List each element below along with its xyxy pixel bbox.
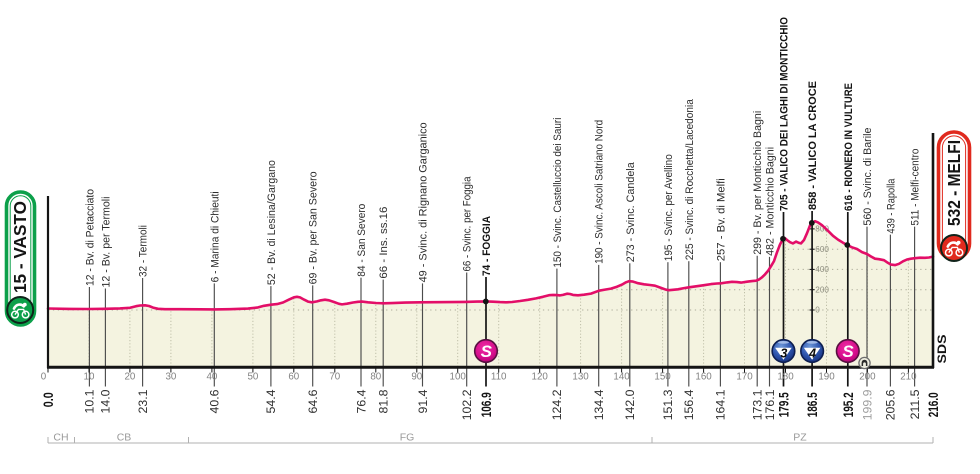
- svg-text:616 - RIONERO IN VULTURE: 616 - RIONERO IN VULTURE: [843, 83, 855, 211]
- svg-text:257 - Bv. di Melfi: 257 - Bv. di Melfi: [715, 178, 727, 261]
- svg-text:600: 600: [815, 245, 829, 254]
- svg-text:40: 40: [206, 372, 217, 383]
- svg-text:124.2: 124.2: [550, 389, 564, 420]
- svg-text:40.6: 40.6: [208, 389, 222, 413]
- svg-text:273 - Svinc. Candela: 273 - Svinc. Candela: [625, 162, 637, 263]
- svg-text:12 - Bv. di Petacciato: 12 - Bv. di Petacciato: [84, 189, 96, 286]
- svg-text:511 - Melfi-centro: 511 - Melfi-centro: [910, 149, 922, 226]
- svg-text:199.9: 199.9: [860, 389, 874, 420]
- svg-text:705 - VALICO DEI LAGHI DI MONT: 705 - VALICO DEI LAGHI DI MONTICCHIO: [779, 17, 791, 211]
- svg-text:76.4: 76.4: [354, 389, 368, 413]
- svg-text:FG: FG: [400, 432, 415, 444]
- svg-text:69 - Bv. per San Severo: 69 - Bv. per San Severo: [308, 171, 320, 284]
- svg-text:299 - Bv. per Monticchio Bagni: 299 - Bv. per Monticchio Bagni: [752, 111, 764, 255]
- svg-text:205.6: 205.6: [884, 389, 898, 420]
- svg-text:32 - Termoli: 32 - Termoli: [138, 225, 150, 277]
- svg-text:90: 90: [411, 372, 422, 383]
- svg-text:84 - San Severo: 84 - San Severo: [356, 204, 368, 277]
- svg-text:49 - Svinc. di Rignano Gargani: 49 - Svinc. di Rignano Garganico: [418, 122, 430, 282]
- svg-text:225 - Svinc. di Rocchetta/Lace: 225 - Svinc. di Rocchetta/Lacedonia: [684, 99, 696, 261]
- svg-text:0.0: 0.0: [41, 392, 56, 407]
- svg-text:439 - Rapolla: 439 - Rapolla: [885, 178, 897, 234]
- svg-text:400: 400: [815, 265, 829, 274]
- svg-text:164.1: 164.1: [714, 389, 728, 420]
- svg-text:190: 190: [818, 372, 835, 383]
- svg-text:106.9: 106.9: [479, 392, 494, 417]
- svg-text:179.5: 179.5: [777, 392, 792, 417]
- svg-text:15 - VASTO: 15 - VASTO: [10, 201, 30, 293]
- svg-text:210: 210: [900, 372, 917, 383]
- svg-text:52 - Bv. di Lesina/Gargano: 52 - Bv. di Lesina/Gargano: [266, 160, 278, 285]
- svg-text:4: 4: [808, 347, 816, 361]
- svg-text:200: 200: [859, 372, 876, 383]
- svg-text:12 - Bv. per Termoli: 12 - Bv. per Termoli: [100, 197, 112, 288]
- svg-text:91.4: 91.4: [416, 389, 430, 413]
- svg-text:50: 50: [247, 372, 258, 383]
- svg-text:60: 60: [288, 372, 299, 383]
- svg-text:10.1: 10.1: [83, 389, 97, 413]
- svg-text:0: 0: [41, 372, 47, 383]
- svg-text:14.0: 14.0: [99, 389, 113, 413]
- svg-text:150: 150: [654, 372, 671, 383]
- svg-text:532 - MELFI: 532 - MELFI: [944, 140, 964, 226]
- svg-text:156.4: 156.4: [682, 389, 696, 420]
- svg-text:66 - Svinc. per Foggia: 66 - Svinc. per Foggia: [462, 176, 474, 272]
- svg-text:110: 110: [491, 372, 507, 383]
- svg-text:0: 0: [815, 306, 820, 315]
- svg-text:560 - Svinc. di Barile: 560 - Svinc. di Barile: [862, 128, 874, 226]
- svg-text:S: S: [842, 342, 854, 361]
- svg-text:30: 30: [165, 372, 176, 383]
- svg-text:180: 180: [777, 372, 794, 383]
- svg-text:160: 160: [695, 372, 712, 383]
- svg-text:66 - Ins. ss.16: 66 - Ins. ss.16: [378, 207, 390, 279]
- svg-text:130: 130: [572, 372, 589, 383]
- svg-text:173.1: 173.1: [751, 389, 765, 420]
- svg-text:64.6: 64.6: [306, 389, 320, 413]
- svg-text:54.4: 54.4: [264, 389, 278, 413]
- svg-text:170: 170: [736, 372, 753, 383]
- svg-text:SDS: SDS: [937, 334, 949, 363]
- svg-text:23.1: 23.1: [136, 389, 150, 413]
- svg-text:120: 120: [532, 372, 549, 383]
- svg-text:211.5: 211.5: [908, 389, 922, 419]
- svg-text:195 - Svinc. per Avellino: 195 - Svinc. per Avellino: [663, 154, 675, 261]
- svg-text:102.2: 102.2: [460, 389, 474, 420]
- svg-text:142.0: 142.0: [623, 389, 637, 420]
- svg-text:CH: CH: [53, 432, 68, 444]
- svg-text:S: S: [481, 342, 493, 361]
- svg-text:190 - Svinc. Ascoli Satriano N: 190 - Svinc. Ascoli Satriano Nord: [594, 120, 606, 264]
- svg-text:195.2: 195.2: [841, 392, 856, 417]
- svg-text:70: 70: [329, 372, 340, 383]
- svg-text:176.1: 176.1: [763, 389, 777, 420]
- svg-text:800: 800: [815, 225, 829, 234]
- svg-text:6 - Marina di Chieuti: 6 - Marina di Chieuti: [209, 191, 221, 282]
- svg-text:20: 20: [124, 372, 135, 383]
- svg-text:CB: CB: [117, 432, 132, 444]
- svg-text:186.5: 186.5: [805, 392, 820, 417]
- svg-text:140: 140: [613, 372, 630, 383]
- svg-text:74 - FOGGIA: 74 - FOGGIA: [481, 216, 493, 276]
- svg-text:134.4: 134.4: [592, 389, 606, 420]
- svg-text:81.8: 81.8: [377, 389, 391, 413]
- svg-text:482 - Monticchio Bagni: 482 - Monticchio Bagni: [765, 147, 777, 256]
- svg-text:216.0: 216.0: [926, 392, 941, 417]
- svg-text:PZ: PZ: [793, 432, 807, 444]
- svg-text:80: 80: [370, 372, 381, 383]
- svg-text:151.3: 151.3: [661, 389, 675, 420]
- svg-text:3: 3: [780, 347, 787, 361]
- svg-text:100: 100: [450, 372, 467, 383]
- svg-text:10: 10: [84, 372, 95, 383]
- svg-text:858 - VALICO LA CROCE: 858 - VALICO LA CROCE: [807, 81, 819, 210]
- svg-text:150 - Svinc. Castelluccio dei: 150 - Svinc. Castelluccio dei Sauri: [552, 118, 564, 268]
- svg-text:200: 200: [815, 285, 829, 294]
